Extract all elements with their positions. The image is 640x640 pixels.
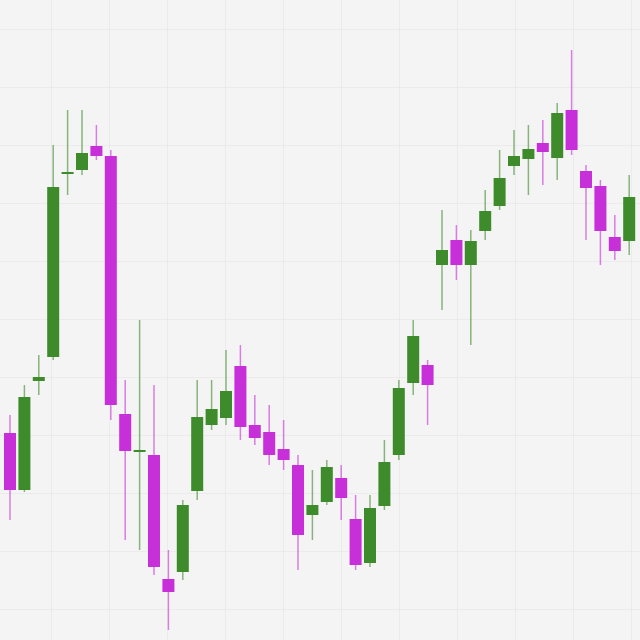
candle-body xyxy=(508,156,520,166)
candle-body xyxy=(580,171,592,188)
candle-body xyxy=(464,241,477,265)
candle-body xyxy=(608,237,621,251)
candle-body xyxy=(436,250,448,265)
candle-body xyxy=(522,149,535,159)
candle-body xyxy=(191,417,204,491)
candle-body xyxy=(479,211,492,231)
candle-body xyxy=(536,143,549,152)
candle-body xyxy=(248,425,261,438)
candle-body xyxy=(234,366,247,427)
candle-body xyxy=(220,391,232,418)
candle-body xyxy=(378,462,391,506)
candle-body xyxy=(335,478,348,498)
candle-body xyxy=(61,172,74,174)
candle-body xyxy=(623,197,636,241)
candle-body xyxy=(119,414,132,451)
candle-body xyxy=(47,187,60,357)
candle-body xyxy=(205,409,218,425)
candle-body xyxy=(594,186,607,231)
candle-body xyxy=(565,110,578,150)
candle-body xyxy=(364,508,376,563)
candle-body xyxy=(392,388,405,455)
candle-body xyxy=(76,153,88,170)
candle-body xyxy=(277,449,290,460)
candle-body xyxy=(407,336,420,383)
candle-body xyxy=(176,505,189,572)
candle-body xyxy=(551,113,564,158)
candle-body xyxy=(421,365,434,385)
candle-body xyxy=(493,178,506,206)
candle-body xyxy=(133,450,146,452)
candle-body xyxy=(263,432,276,455)
candle-body xyxy=(148,455,160,567)
candle-body xyxy=(162,579,175,592)
candle-body xyxy=(18,397,31,490)
candle-body xyxy=(450,240,463,265)
candle-body xyxy=(32,377,45,381)
candle-body xyxy=(292,465,304,535)
candle-body xyxy=(90,146,103,156)
candle-body xyxy=(320,467,333,502)
candle-body xyxy=(349,519,362,565)
candle-body xyxy=(104,156,117,405)
candle-body xyxy=(306,505,319,515)
candle-body xyxy=(4,433,16,490)
